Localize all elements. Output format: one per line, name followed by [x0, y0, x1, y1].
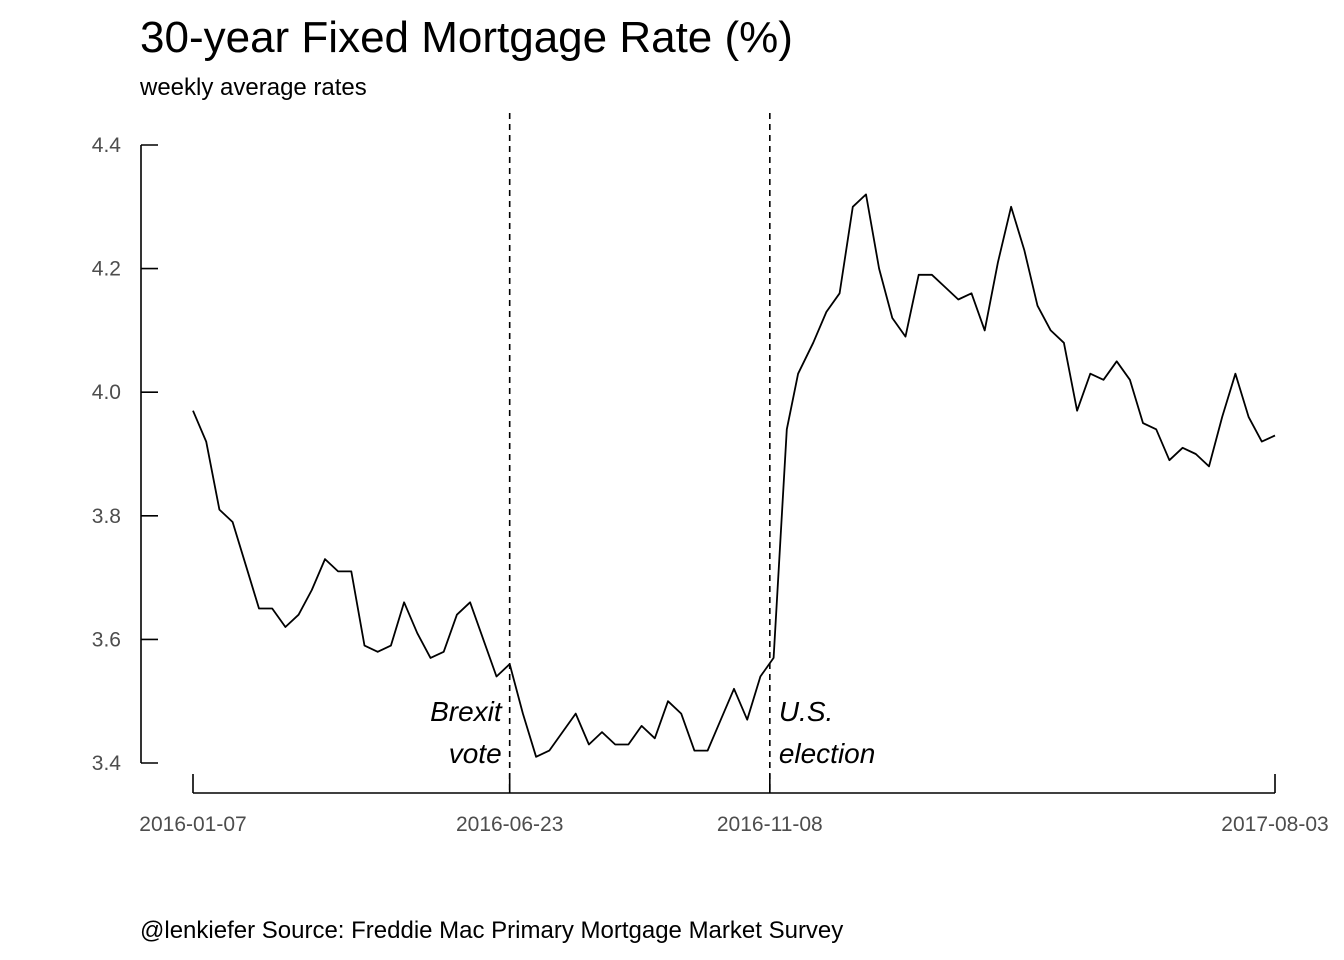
chart-subtitle: weekly average rates — [139, 74, 367, 101]
y-tick-label: 4.0 — [92, 381, 121, 404]
x-axis-ticks: 2016-01-07 2016-06-23 2016-11-08 2017-08-03 — [139, 774, 1329, 836]
source-caption: @lenkiefer Source: Freddie Mac Primary M… — [140, 917, 843, 944]
y-tick-label: 3.8 — [92, 505, 121, 528]
y-tick-label: 4.4 — [92, 134, 122, 157]
y-tick-label: 3.6 — [92, 628, 121, 651]
y-axis-ticks: 3.4 3.6 3.8 4.0 4.2 4.4 — [92, 134, 158, 775]
event-label: Brexit — [430, 696, 503, 727]
x-tick-label: 2016-01-07 — [139, 813, 246, 836]
x-tick-label: 2017-08-03 — [1221, 813, 1328, 836]
y-tick-label: 3.4 — [92, 752, 122, 775]
event-label: election — [779, 738, 876, 769]
chart-title: 30-year Fixed Mortgage Rate (%) — [140, 13, 793, 62]
event-label: vote — [449, 738, 502, 769]
event-markers: Brexit vote U.S. election — [430, 113, 875, 793]
series-line-mortgage-rate — [192, 193, 1276, 758]
x-tick-label: 2016-06-23 — [456, 813, 563, 836]
x-tick-label: 2016-11-08 — [717, 813, 823, 836]
event-label: U.S. — [779, 696, 833, 727]
y-tick-label: 4.2 — [92, 258, 121, 281]
